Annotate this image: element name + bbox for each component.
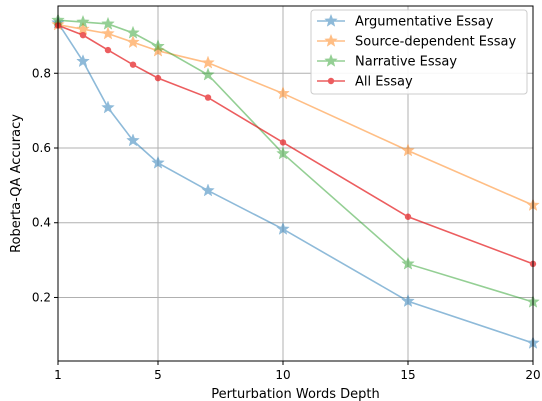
data-point (151, 155, 165, 169)
data-point (76, 21, 90, 36)
data-point (129, 61, 137, 68)
data-point (126, 35, 140, 49)
y-tick-label: 0.2 (32, 290, 51, 304)
data-point (276, 221, 290, 235)
legend-swatch (317, 77, 345, 85)
data-point (276, 146, 290, 160)
data-point (401, 143, 415, 157)
x-tick-label: 1 (54, 368, 62, 382)
y-tick-label: 0.4 (32, 216, 51, 230)
data-point (76, 14, 90, 28)
legend-label: Narrative Essay (355, 55, 457, 70)
legend-marker (327, 77, 335, 85)
data-point (201, 183, 215, 197)
data-point (76, 54, 90, 68)
data-point (126, 133, 140, 147)
data-point (101, 16, 115, 30)
legend-swatch (317, 13, 345, 27)
x-axis-label: Perturbation Words Depth (211, 387, 380, 401)
legend-swatch (317, 53, 345, 67)
legend-item: Narrative Essay (317, 53, 457, 70)
legend-box (310, 9, 528, 95)
data-point (154, 74, 162, 82)
y-tick-label: 0.8 (32, 66, 51, 80)
legend-swatch (317, 33, 345, 47)
legend-marker (324, 13, 338, 27)
data-point (201, 55, 215, 69)
x-tick-label: 5 (154, 368, 162, 382)
data-point (401, 293, 415, 308)
legend-item: Argumentative Essay (317, 13, 494, 30)
y-axis-label: Roberta-QA Accuracy (9, 114, 24, 253)
data-point (101, 100, 115, 114)
axis-ticks: 1 5 10 15 200.20.40.60.8 (32, 66, 541, 382)
legend-item: All Essay (317, 75, 413, 90)
legend-item: Source-dependent Essay (317, 33, 517, 50)
legend-label: Source-dependent Essay (355, 35, 517, 50)
legend: Argumentative Essay Source-dependent Essa… (310, 9, 528, 95)
data-point (79, 31, 87, 39)
data-point (204, 94, 212, 101)
legend-marker (324, 53, 338, 67)
x-tick-label: 10 (275, 368, 290, 382)
legend-items: Argumentative Essay Source-dependent Essa… (317, 13, 517, 90)
y-tick-label: 0.6 (32, 141, 51, 155)
series-all-essay (54, 22, 537, 268)
data-point (151, 39, 165, 53)
plot-frame (57, 5, 534, 362)
legend-label: All Essay (355, 75, 413, 90)
series-layer (51, 12, 540, 349)
x-tick-label: 20 (525, 368, 540, 382)
data-point (404, 213, 412, 220)
data-point (279, 139, 287, 146)
data-point (276, 86, 290, 100)
legend-marker (324, 33, 338, 47)
legend-label: Argumentative Essay (355, 15, 494, 30)
x-tick-label: 15 (400, 368, 415, 382)
data-point (201, 67, 215, 81)
data-point (401, 256, 415, 270)
data-point (104, 46, 112, 54)
data-point (101, 26, 115, 40)
data-point (126, 25, 140, 39)
